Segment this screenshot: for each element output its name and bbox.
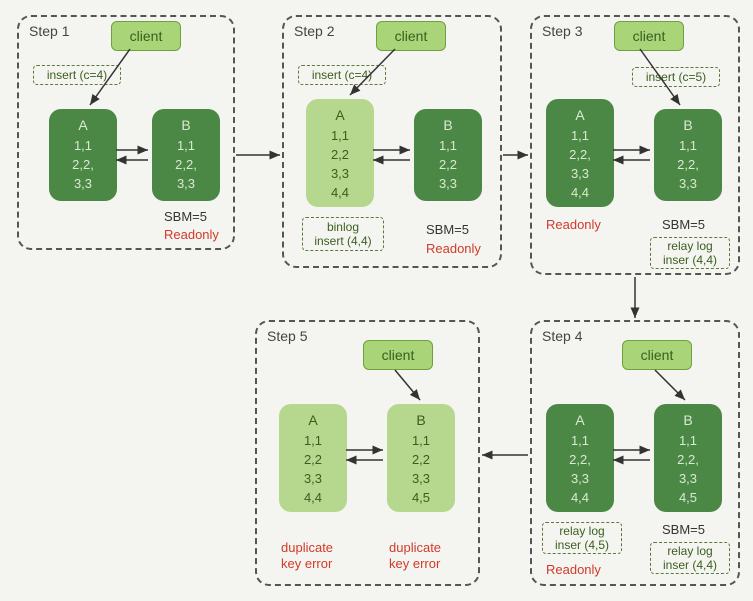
db-b-r1: 1,1	[654, 137, 722, 156]
step-2-sbm: SBM=5	[426, 222, 469, 237]
db-a-r1: 1,1	[306, 127, 374, 146]
step-1-sbm: SBM=5	[164, 209, 207, 224]
step-3-sbm: SBM=5	[662, 217, 705, 232]
db-a-r3: 3,3	[279, 470, 347, 489]
db-b-r2: 2,2	[414, 156, 482, 175]
step-1-db-b: B 1,1 2,2, 3,3	[152, 109, 220, 201]
step-4-relay-a: relay log inser (4,5)	[542, 522, 622, 554]
step-3: Step 3 client insert (c=5) A 1,1 2,2, 3,…	[530, 15, 740, 275]
step-3-title: Step 3	[542, 23, 582, 39]
step-3-db-a: A 1,1 2,2, 3,3 4,4	[546, 99, 614, 207]
step-1: Step 1 client insert (c=4) A 1,1 2,2, 3,…	[17, 15, 235, 250]
step-5-err-b: duplicate key error	[389, 540, 441, 573]
db-b-r4: 4,5	[654, 489, 722, 508]
db-b-r1: 1,1	[152, 137, 220, 156]
db-a-r1: 1,1	[279, 432, 347, 451]
db-a-name: A	[49, 115, 117, 135]
step-1-insert: insert (c=4)	[33, 65, 121, 85]
step-4-relay-b: relay log inser (4,4)	[650, 542, 730, 574]
db-a-r4: 4,4	[546, 184, 614, 203]
step-4-readonly: Readonly	[546, 562, 601, 577]
step-4-db-b: B 1,1 2,2, 3,3 4,5	[654, 404, 722, 512]
step-5: Step 5 client A 1,1 2,2 3,3 4,4 B 1,1 2,…	[255, 320, 480, 586]
db-a-r3: 3,3	[306, 165, 374, 184]
step-5-db-b: B 1,1 2,2 3,3 4,5	[387, 404, 455, 512]
step-1-readonly: Readonly	[164, 227, 219, 242]
db-b-r1: 1,1	[654, 432, 722, 451]
step-5-db-a: A 1,1 2,2 3,3 4,4	[279, 404, 347, 512]
step-3-readonly: Readonly	[546, 217, 601, 232]
step-2-title: Step 2	[294, 23, 334, 39]
db-a-r3: 3,3	[49, 175, 117, 194]
db-a-r2: 2,2	[306, 146, 374, 165]
step-4-title: Step 4	[542, 328, 582, 344]
step-3-db-b: B 1,1 2,2, 3,3	[654, 109, 722, 201]
db-b-r1: 1,1	[387, 432, 455, 451]
step-2-db-b: B 1,1 2,2 3,3	[414, 109, 482, 201]
db-b-name: B	[654, 115, 722, 135]
db-b-name: B	[387, 410, 455, 430]
db-a-r2: 2,2,	[546, 451, 614, 470]
step-1-db-a: A 1,1 2,2, 3,3	[49, 109, 117, 201]
step-5-title: Step 5	[267, 328, 307, 344]
db-b-r2: 2,2	[387, 451, 455, 470]
db-b-r3: 3,3	[414, 175, 482, 194]
db-a-r4: 4,4	[279, 489, 347, 508]
step-2-client: client	[376, 21, 446, 51]
db-b-r2: 2,2,	[654, 156, 722, 175]
db-b-name: B	[152, 115, 220, 135]
db-a-r4: 4,4	[546, 489, 614, 508]
db-b-r4: 4,5	[387, 489, 455, 508]
step-1-client: client	[111, 21, 181, 51]
step-2: Step 2 client insert (c=4) A 1,1 2,2 3,3…	[282, 15, 502, 268]
db-b-name: B	[414, 115, 482, 135]
step-2-db-a: A 1,1 2,2 3,3 4,4	[306, 99, 374, 207]
db-a-r2: 2,2,	[546, 146, 614, 165]
db-b-r3: 3,3	[387, 470, 455, 489]
step-4-db-a: A 1,1 2,2, 3,3 4,4	[546, 404, 614, 512]
db-b-r3: 3,3	[654, 470, 722, 489]
step-3-insert: insert (c=5)	[632, 67, 720, 87]
db-b-name: B	[654, 410, 722, 430]
db-a-r2: 2,2	[279, 451, 347, 470]
db-a-name: A	[546, 410, 614, 430]
db-a-name: A	[546, 105, 614, 125]
db-a-r1: 1,1	[49, 137, 117, 156]
step-1-title: Step 1	[29, 23, 69, 39]
db-a-r4: 4,4	[306, 184, 374, 203]
step-2-readonly: Readonly	[426, 241, 481, 256]
db-b-r1: 1,1	[414, 137, 482, 156]
step-4-sbm: SBM=5	[662, 522, 705, 537]
db-b-r2: 2,2,	[654, 451, 722, 470]
db-b-r3: 3,3	[654, 175, 722, 194]
step-4: Step 4 client A 1,1 2,2, 3,3 4,4 B 1,1 2…	[530, 320, 740, 586]
step-2-insert: insert (c=4)	[298, 65, 386, 85]
db-b-r3: 3,3	[152, 175, 220, 194]
step-3-relay: relay log inser (4,4)	[650, 237, 730, 269]
step-2-binlog: binlog insert (4,4)	[302, 217, 384, 251]
db-a-r1: 1,1	[546, 127, 614, 146]
step-3-client: client	[614, 21, 684, 51]
db-a-r1: 1,1	[546, 432, 614, 451]
db-a-name: A	[306, 105, 374, 125]
db-b-r2: 2,2,	[152, 156, 220, 175]
db-a-r3: 3,3	[546, 165, 614, 184]
step-5-client: client	[363, 340, 433, 370]
db-a-name: A	[279, 410, 347, 430]
db-a-r3: 3,3	[546, 470, 614, 489]
step-4-client: client	[622, 340, 692, 370]
step-5-err-a: duplicate key error	[281, 540, 333, 573]
db-a-r2: 2,2,	[49, 156, 117, 175]
